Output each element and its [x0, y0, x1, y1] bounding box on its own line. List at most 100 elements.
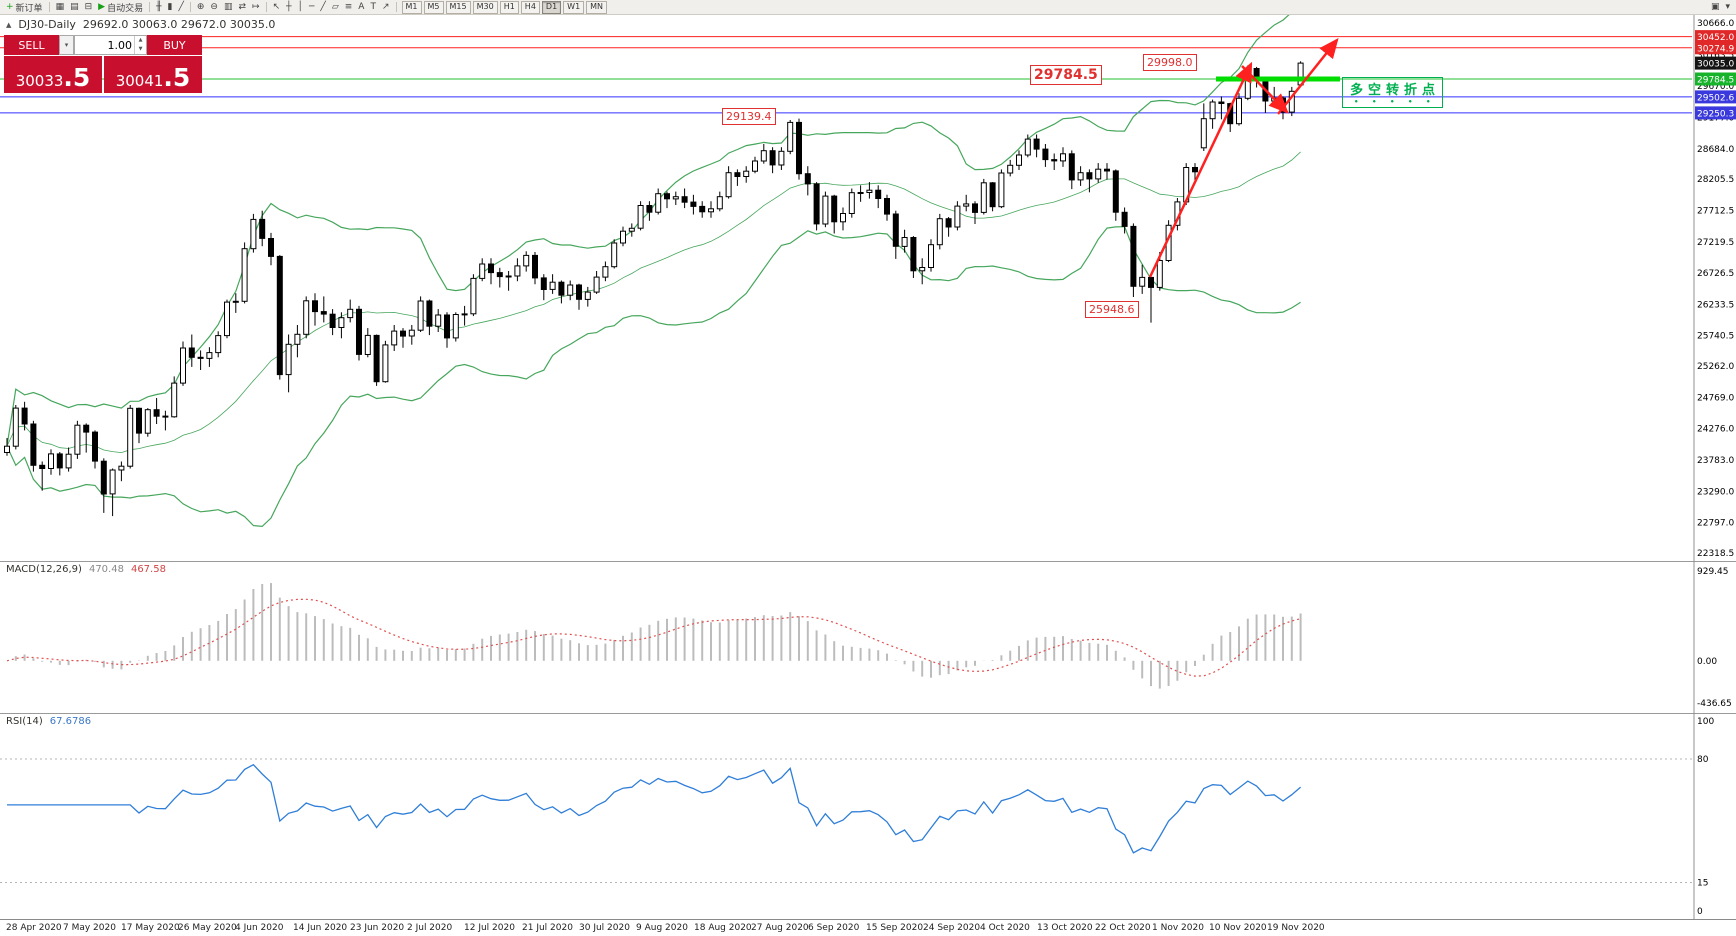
- sell-price-display[interactable]: 30033.5: [4, 56, 102, 93]
- bollinger-layer: [6, 15, 1301, 528]
- price-scale-label: 27712.5: [1697, 207, 1734, 217]
- timeframe-m5[interactable]: M5: [423, 0, 444, 14]
- bar-chart-icon[interactable]: ╫: [153, 1, 164, 14]
- timeframe-m1[interactable]: M1: [401, 0, 422, 14]
- line-chart-icon[interactable]: ╱: [175, 1, 186, 14]
- price-level-badge-text: 30035.0: [1697, 60, 1734, 70]
- macd-signal-value: 467.58: [130, 564, 166, 575]
- date-label: 21 Jul 2020: [522, 923, 573, 933]
- auto-scroll-icon[interactable]: ⇄: [235, 1, 249, 14]
- date-label: 10 Nov 2020: [1209, 923, 1267, 933]
- new-order-button[interactable]: + 新订单: [3, 1, 46, 14]
- toolbar-separator: [265, 2, 267, 12]
- date-label: 17 May 2020: [121, 923, 180, 933]
- vertical-line-icon[interactable]: │: [295, 1, 306, 14]
- date-label: 4 Jun 2020: [235, 923, 284, 933]
- timeframe-d1[interactable]: D1: [541, 0, 562, 14]
- price-annotation[interactable]: 25948.6: [1085, 301, 1139, 318]
- lot-increase-button[interactable]: ▲: [138, 37, 143, 43]
- timeframe-h1[interactable]: H1: [499, 0, 519, 14]
- timeframe-h4[interactable]: H4: [520, 0, 540, 14]
- chart-ohlc-values: 29692.0 30063.0 29672.0 30035.0: [82, 18, 276, 31]
- toolbar-separator: [189, 2, 191, 12]
- text-icon[interactable]: A: [355, 1, 367, 14]
- rsi-chart[interactable]: 100 80 15 0: [0, 713, 1736, 919]
- timeframe-mn[interactable]: MN: [586, 0, 608, 14]
- price-chart[interactable]: 30666.030163.529670.029177.028684.028205…: [0, 15, 1736, 561]
- channel-icon[interactable]: ▱: [329, 1, 342, 14]
- chart-list-icon[interactable]: ▣: [1708, 1, 1723, 14]
- fibonacci-icon[interactable]: ≡: [342, 1, 356, 14]
- lot-size-input[interactable]: [75, 36, 134, 54]
- price-level-badge: [1695, 41, 1736, 55]
- vertical-line-icon: │: [297, 1, 303, 12]
- price-level-badge-text: 29784.5: [1697, 76, 1734, 86]
- candlestick-chart-icon: ▮: [167, 1, 173, 12]
- label-icon: T: [370, 1, 376, 12]
- price-scale-label: 26726.5: [1697, 269, 1734, 279]
- price-annotation[interactable]: 29784.5: [1030, 65, 1102, 85]
- cursor-icon[interactable]: ↖: [270, 1, 284, 14]
- sell-button[interactable]: SELL: [4, 35, 59, 55]
- date-label: 15 Sep 2020: [866, 923, 924, 933]
- terminal-icon[interactable]: ⊟: [82, 1, 96, 14]
- buy-price-pips: .5: [163, 63, 191, 92]
- charts-grid-icon[interactable]: ▦: [53, 1, 68, 14]
- zoom-out-icon: ⊖: [210, 1, 218, 12]
- buy-button[interactable]: BUY: [147, 35, 202, 55]
- price-level-badge-text: 30452.0: [1697, 33, 1734, 43]
- price-level-badge: [1695, 56, 1736, 70]
- buy-price-display[interactable]: 30041.5: [104, 56, 202, 93]
- date-label: 22 Oct 2020: [1095, 923, 1151, 933]
- timeframe-w1[interactable]: W1: [563, 0, 585, 14]
- new-order-button: +: [6, 1, 14, 12]
- timeframe-m30[interactable]: M30: [472, 0, 498, 14]
- collapse-icon[interactable]: ▲: [6, 20, 12, 29]
- macd-chart[interactable]: 929.45 0.00 -436.65: [0, 561, 1736, 713]
- trend-arrow[interactable]: [1241, 65, 1289, 114]
- label-icon[interactable]: T: [367, 1, 379, 14]
- rsi-scale-label: 80: [1697, 755, 1709, 765]
- date-label: 18 Aug 2020: [694, 923, 752, 933]
- zoom-out-icon[interactable]: ⊖: [207, 1, 221, 14]
- date-label: 12 Jul 2020: [464, 923, 515, 933]
- trend-arrow[interactable]: [1277, 38, 1339, 115]
- date-label: 24 Sep 2020: [923, 923, 981, 933]
- price-scale-label: 30666.0: [1697, 19, 1734, 29]
- macd-label: MACD(12,26,9) 470.48 467.58: [6, 564, 166, 575]
- zoom-in-icon[interactable]: ⊕: [194, 1, 208, 14]
- candlestick-chart-icon[interactable]: ▮: [165, 1, 176, 14]
- price-level-badge: [1695, 30, 1736, 44]
- price-level-badge-text: 29502.6: [1697, 93, 1734, 103]
- more-options-icon[interactable]: ▾: [1722, 1, 1733, 14]
- chart-shift-icon[interactable]: ↦: [249, 1, 263, 14]
- order-options-button[interactable]: ▾: [59, 35, 74, 55]
- date-label: 2 Jul 2020: [407, 923, 453, 933]
- horizontal-line-icon[interactable]: ─: [306, 1, 317, 14]
- lot-decrease-button[interactable]: ▼: [138, 46, 143, 52]
- time-axis[interactable]: 28 Apr 2020 7 May 2020 17 May 2020 26 May 2…: [0, 919, 1736, 936]
- auto-trading-button[interactable]: ▶ 自动交易: [95, 1, 146, 14]
- profiles-icon[interactable]: ▤: [67, 1, 82, 14]
- macd-scale-label: 929.45: [1697, 567, 1729, 577]
- date-label: 26 May 2020: [178, 923, 237, 933]
- drawings-layer: [1148, 38, 1340, 278]
- arrows-icon: ↗: [381, 1, 390, 12]
- trendline-icon[interactable]: ╱: [317, 1, 328, 14]
- macd-signal-line: [6, 598, 1301, 677]
- crosshair-icon[interactable]: ┼: [283, 1, 294, 14]
- tile-windows-icon[interactable]: ▥: [221, 1, 236, 14]
- date-label: 30 Jul 2020: [579, 923, 630, 933]
- trend-arrow[interactable]: [1148, 61, 1253, 278]
- lot-size-box: ▲ ▼: [74, 35, 147, 55]
- price-annotation[interactable]: 29998.0: [1143, 54, 1197, 71]
- arrows-icon[interactable]: ↗: [379, 1, 393, 14]
- pivot-point-annotation[interactable]: 多空转折点: [1342, 77, 1444, 108]
- timeframe-m15[interactable]: M15: [445, 0, 471, 14]
- rsi-panel: 100 80 15 0 RSI(14) 67.6786: [0, 713, 1736, 919]
- price-annotation[interactable]: 29139.4: [722, 108, 776, 125]
- price-scale-label: 24276.0: [1697, 425, 1734, 435]
- macd-name: MACD(12,26,9): [6, 564, 82, 575]
- chart-shift-icon: ↦: [252, 1, 260, 12]
